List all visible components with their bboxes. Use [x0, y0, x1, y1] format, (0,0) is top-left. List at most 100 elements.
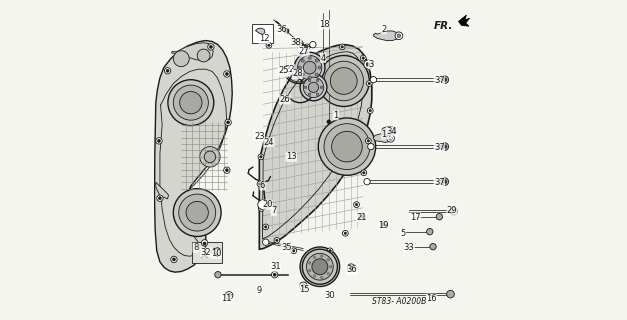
- Circle shape: [276, 239, 278, 242]
- Circle shape: [186, 201, 208, 224]
- Text: 16: 16: [426, 294, 436, 303]
- Circle shape: [209, 45, 213, 49]
- Circle shape: [443, 145, 446, 148]
- Text: 37: 37: [434, 143, 445, 152]
- Circle shape: [450, 207, 458, 215]
- Text: 6: 6: [260, 181, 265, 190]
- Circle shape: [347, 264, 355, 271]
- Circle shape: [204, 151, 216, 163]
- Polygon shape: [155, 182, 169, 199]
- Circle shape: [332, 131, 362, 162]
- Polygon shape: [210, 248, 221, 254]
- Circle shape: [342, 230, 348, 236]
- Circle shape: [157, 139, 161, 142]
- Circle shape: [268, 44, 270, 47]
- Circle shape: [172, 258, 176, 261]
- Text: 2: 2: [381, 25, 386, 34]
- Text: 37: 37: [434, 76, 445, 85]
- Circle shape: [271, 271, 278, 278]
- Circle shape: [441, 178, 448, 186]
- Circle shape: [366, 81, 372, 86]
- Circle shape: [308, 79, 311, 82]
- Polygon shape: [154, 41, 232, 272]
- Circle shape: [166, 69, 169, 72]
- Circle shape: [362, 172, 365, 174]
- Circle shape: [329, 250, 331, 252]
- Circle shape: [344, 232, 347, 235]
- Text: 24: 24: [263, 138, 274, 147]
- Polygon shape: [172, 43, 213, 60]
- Circle shape: [327, 120, 330, 124]
- Circle shape: [339, 44, 345, 50]
- Circle shape: [300, 282, 307, 290]
- Circle shape: [330, 68, 357, 94]
- Circle shape: [310, 256, 313, 259]
- Circle shape: [320, 255, 323, 257]
- Text: 28: 28: [292, 69, 303, 78]
- Circle shape: [273, 273, 277, 276]
- Text: 25: 25: [278, 66, 288, 75]
- Circle shape: [370, 76, 377, 83]
- Text: 31: 31: [270, 262, 280, 271]
- Circle shape: [157, 195, 163, 201]
- Circle shape: [300, 247, 340, 286]
- Circle shape: [284, 28, 289, 34]
- Text: 20: 20: [262, 200, 273, 209]
- Text: 9: 9: [256, 286, 262, 295]
- Circle shape: [436, 213, 443, 220]
- Circle shape: [263, 224, 268, 230]
- Circle shape: [312, 259, 328, 275]
- Polygon shape: [458, 15, 470, 26]
- Circle shape: [315, 73, 319, 76]
- Text: 12: 12: [259, 35, 270, 44]
- Circle shape: [341, 46, 344, 48]
- Circle shape: [313, 256, 316, 259]
- Circle shape: [301, 73, 304, 76]
- Circle shape: [164, 68, 171, 74]
- Circle shape: [260, 156, 262, 158]
- Circle shape: [224, 71, 230, 77]
- Circle shape: [225, 119, 231, 125]
- Circle shape: [367, 140, 369, 142]
- Circle shape: [300, 74, 327, 101]
- Circle shape: [260, 207, 263, 210]
- Text: 27: 27: [298, 47, 309, 56]
- Circle shape: [308, 269, 311, 272]
- Circle shape: [304, 86, 307, 89]
- Text: 4: 4: [320, 53, 325, 62]
- Circle shape: [305, 252, 335, 282]
- Text: 7: 7: [271, 206, 277, 215]
- Circle shape: [173, 85, 208, 120]
- Text: 32: 32: [201, 248, 211, 257]
- Text: 29: 29: [447, 206, 457, 215]
- Text: 22: 22: [285, 65, 295, 74]
- Circle shape: [301, 59, 304, 62]
- Text: FR.: FR.: [434, 21, 453, 31]
- Circle shape: [200, 147, 220, 167]
- Circle shape: [368, 82, 371, 85]
- Circle shape: [361, 55, 366, 61]
- Circle shape: [382, 223, 385, 226]
- Bar: [192, 242, 222, 263]
- Circle shape: [446, 290, 455, 298]
- Circle shape: [320, 86, 323, 89]
- Circle shape: [316, 93, 319, 96]
- Circle shape: [395, 32, 403, 40]
- Circle shape: [225, 169, 228, 172]
- Circle shape: [356, 203, 358, 206]
- Circle shape: [180, 92, 202, 114]
- Circle shape: [259, 183, 261, 185]
- Circle shape: [320, 276, 323, 279]
- Circle shape: [310, 42, 316, 48]
- Text: 11: 11: [221, 294, 231, 303]
- Text: 21: 21: [356, 213, 367, 222]
- Circle shape: [364, 179, 370, 185]
- Circle shape: [265, 226, 267, 228]
- Text: 8: 8: [193, 243, 198, 252]
- Circle shape: [429, 244, 436, 250]
- Polygon shape: [295, 39, 303, 46]
- Circle shape: [367, 143, 374, 150]
- Circle shape: [366, 138, 371, 144]
- Circle shape: [361, 215, 364, 218]
- Text: 1: 1: [333, 111, 339, 120]
